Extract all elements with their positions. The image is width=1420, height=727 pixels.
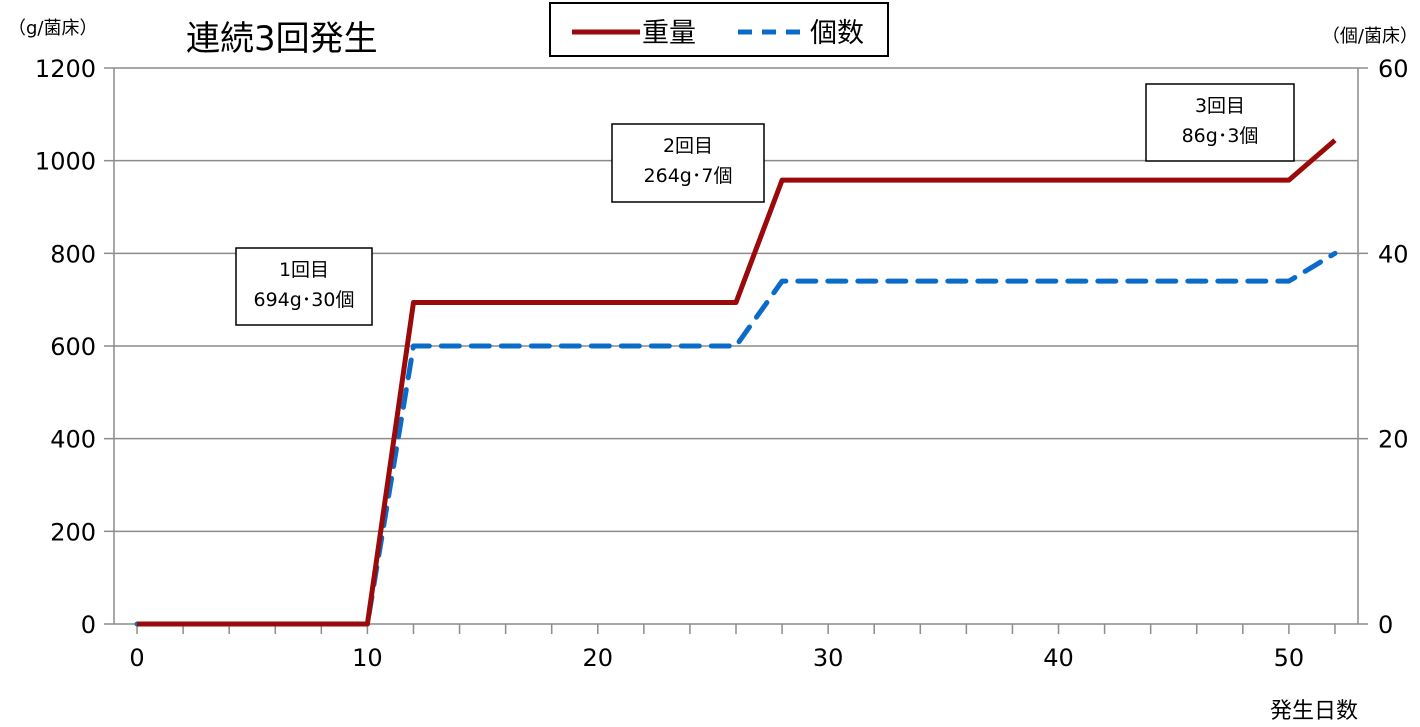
legend: 重量 個数 [549, 2, 889, 57]
annotation-text: 3回目 [1195, 95, 1245, 117]
annotation-layer: 1回目 694g･30個 2回目 264g･7個 3回目 86g･3個 [235, 83, 1295, 326]
left-axis-ticks: 0 200 400 600 800 1000 1200 [35, 55, 114, 639]
left-tick-label: 400 [50, 426, 96, 454]
annotation-box [1145, 83, 1295, 162]
left-tick-label: 1200 [35, 55, 96, 83]
chart-title: 連続3回発生 [186, 19, 378, 59]
legend-count-label: 個数 [810, 18, 864, 49]
x-tick-label: 50 [1274, 644, 1305, 672]
right-axis-ticks: 0 20 40 60 [1358, 55, 1409, 639]
annotation-1: 1回目 694g･30個 [235, 247, 373, 326]
right-tick-label: 20 [1378, 426, 1409, 454]
annotation-text: 694g･30個 [253, 289, 354, 311]
annotation-2: 2回目 264g･7個 [611, 123, 765, 203]
x-axis-title: 発生日数 [1270, 699, 1358, 724]
annotation-box [235, 247, 373, 326]
x-tick-label: 40 [1043, 644, 1074, 672]
annotation-text: 86g･3個 [1182, 125, 1259, 147]
x-tick-label: 20 [583, 644, 614, 672]
x-tick-label: 10 [352, 644, 383, 672]
left-tick-label: 0 [81, 611, 96, 639]
x-tick-label: 0 [129, 644, 144, 672]
left-tick-label: 1000 [35, 148, 96, 176]
right-axis-unit-label: （個/菌床） [1322, 26, 1418, 47]
annotation-3: 3回目 86g･3個 [1145, 83, 1295, 162]
annotation-text: 2回目 [663, 135, 713, 157]
annotation-text: 1回目 [279, 259, 329, 281]
legend-weight-label: 重量 [642, 18, 696, 49]
annotation-box [611, 123, 765, 203]
x-axis-ticks: 0 10 20 30 40 50 [129, 624, 1336, 672]
right-tick-label: 0 [1378, 611, 1393, 639]
left-tick-label: 600 [50, 333, 96, 361]
annotation-text: 264g･7個 [644, 165, 733, 187]
weight-series-line [137, 138, 1337, 627]
left-axis-unit-label: （g/菌床） [8, 18, 98, 39]
series-layer [134, 138, 1338, 627]
right-tick-label: 40 [1378, 240, 1409, 268]
left-tick-label: 200 [50, 518, 96, 546]
x-tick-label: 30 [813, 644, 844, 672]
right-tick-label: 60 [1378, 55, 1409, 83]
left-tick-label: 800 [50, 240, 96, 268]
